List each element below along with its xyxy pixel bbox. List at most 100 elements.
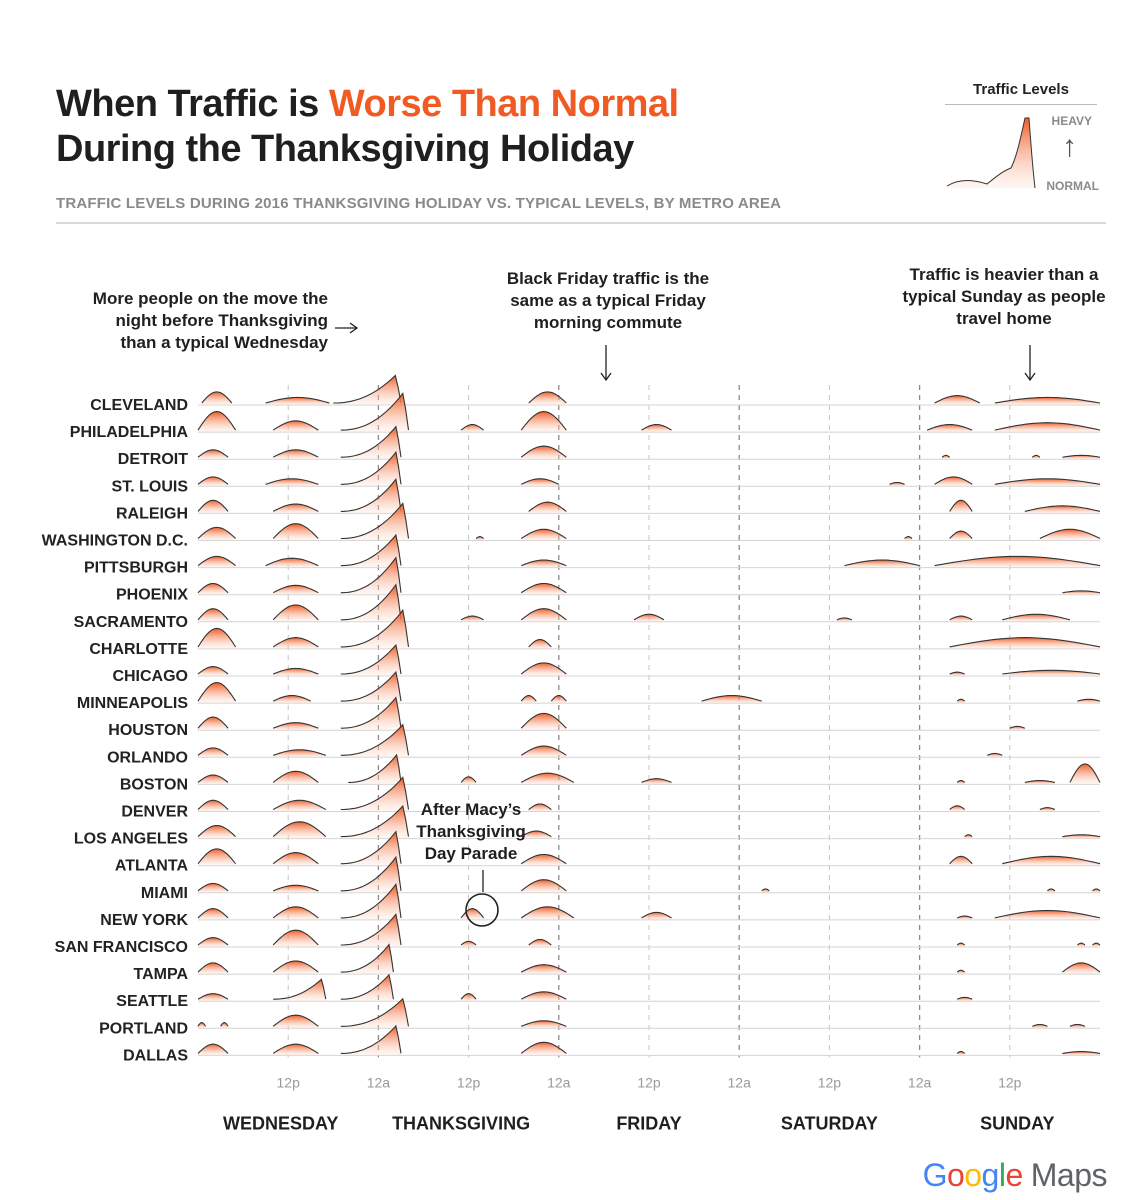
traffic-ridge (340, 884, 401, 920)
arrow-up-icon: ↑ (1062, 130, 1077, 163)
traffic-ridge-line (520, 1041, 567, 1054)
traffic-ridge-line (265, 478, 319, 485)
x-tick-label: 12a (908, 1074, 932, 1090)
traffic-ridge (521, 560, 567, 568)
traffic-ridge (198, 411, 236, 433)
traffic-ridge-line (197, 555, 236, 567)
traffic-ridge-line (1024, 780, 1055, 783)
traffic-ridge-line (340, 425, 402, 458)
legend-ridge-icon (946, 117, 1036, 189)
traffic-ridge-line (949, 530, 973, 539)
traffic-ridge-line (1002, 613, 1071, 621)
x-tick-label: 12a (547, 1074, 571, 1090)
traffic-ridge-line (836, 617, 853, 621)
traffic-ridge-line (340, 670, 402, 702)
traffic-ridge (340, 806, 409, 839)
traffic-ridge (273, 979, 326, 1002)
metro-label: MIAMI (141, 885, 188, 902)
traffic-ridge-line (460, 940, 477, 946)
day-label: THANKSGIVING (392, 1113, 530, 1133)
traffic-ridge-line (521, 1020, 567, 1027)
traffic-ridge-line (520, 991, 567, 1000)
metro-label: HOUSTON (108, 722, 188, 739)
traffic-ridge-line (941, 454, 951, 458)
traffic-ridge-line (521, 559, 567, 567)
traffic-ridge-line (1077, 698, 1101, 702)
x-tick-label: 12p (457, 1074, 481, 1090)
traffic-ridge-line (956, 969, 966, 973)
traffic-ridge-line (340, 502, 410, 540)
traffic-ridge (273, 930, 319, 947)
traffic-ridge-line (1032, 454, 1041, 458)
traffic-ridge-line (272, 637, 319, 648)
traffic-ridge (273, 605, 319, 622)
legend-normal-label: NORMAL (1046, 179, 1099, 193)
traffic-ridge (201, 391, 232, 405)
traffic-ridge (340, 393, 409, 433)
traffic-ridge-line (197, 582, 229, 594)
traffic-ridge-line (520, 853, 567, 865)
traffic-ridge-line (272, 420, 319, 431)
traffic-ridge-line (957, 915, 973, 919)
traffic-ridge-line (460, 993, 477, 1000)
traffic-ridge (265, 558, 319, 568)
traffic-ridge-line (528, 638, 552, 648)
traffic-ridge-line (265, 396, 330, 404)
traffic-ridge-line (197, 774, 229, 783)
traffic-ridge-line (340, 608, 410, 648)
traffic-ridge-line (904, 536, 913, 539)
traffic-ridge (927, 424, 973, 433)
traffic-ridge-line (273, 884, 319, 892)
traffic-ridge-line (926, 423, 973, 431)
metro-label: PHILADELPHIA (70, 424, 189, 441)
arrow-down-head (600, 372, 612, 382)
chart-subtitle: TRAFFIC LEVELS DURING 2016 THANKSGIVING … (56, 195, 782, 212)
traffic-ridge-line (197, 824, 236, 838)
metro-label: PITTSBURGH (84, 560, 188, 577)
day-label: SUNDAY (980, 1113, 1054, 1133)
traffic-ridge-line (340, 943, 394, 973)
traffic-ridge-line (340, 533, 402, 567)
metro-label: ORLANDO (107, 749, 188, 766)
traffic-ridge-line (197, 627, 237, 648)
traffic-ridge (273, 885, 319, 893)
traffic-ridge (340, 452, 401, 487)
metro-label: PHOENIX (116, 587, 188, 604)
traffic-ridge (340, 535, 401, 568)
traffic-ridge-line (1062, 454, 1101, 458)
traffic-ridge (1002, 856, 1100, 866)
metro-label: MINNEAPOLIS (77, 695, 188, 712)
traffic-ridge-line (340, 696, 402, 729)
ridgeline-chart: 12p 12a 12p 12a 12p 12a 12p 12a 12p CLEVELAND PHIL… (42, 265, 1106, 1133)
traffic-ridge-line (934, 395, 980, 404)
traffic-ridge-line (528, 391, 567, 404)
traffic-ridge (340, 557, 401, 595)
traffic-ridge-line (934, 476, 973, 485)
day-label: SATURDAY (781, 1113, 878, 1133)
traffic-ridge (265, 397, 330, 405)
metro-label: BOSTON (120, 776, 188, 793)
traffic-ridge-line (949, 671, 965, 675)
traffic-ridge-line (272, 906, 319, 919)
traffic-ridge-line (272, 1043, 319, 1054)
traffic-ridge-line (273, 722, 319, 729)
traffic-ridge-line (520, 906, 575, 919)
traffic-ridge (340, 697, 401, 731)
traffic-ridge (348, 754, 401, 785)
traffic-ridge-line (197, 449, 229, 458)
traffic-ridge-line (340, 643, 402, 675)
traffic-ridge-line (1077, 942, 1086, 946)
traffic-ridge (265, 478, 319, 487)
traffic-ridge-line (201, 391, 233, 404)
traffic-ridge-line (197, 747, 229, 756)
traffic-ridge (340, 426, 401, 460)
traffic-ridge (340, 777, 409, 812)
x-tick-label: 12a (367, 1074, 391, 1090)
traffic-ridge-line (272, 821, 327, 838)
traffic-ridge-line (460, 908, 485, 919)
traffic-ridge-line (273, 667, 319, 675)
traffic-ridge (198, 848, 236, 866)
traffic-ridge (521, 446, 567, 460)
traffic-ridge-line (844, 559, 920, 567)
traffic-ridge-line (1002, 855, 1101, 865)
